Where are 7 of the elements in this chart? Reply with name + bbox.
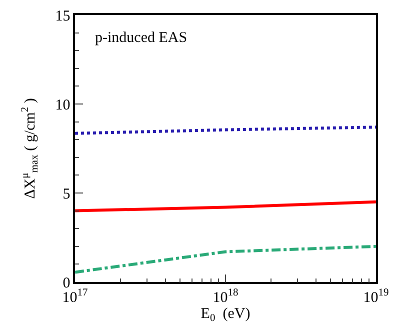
y-tick-label: 5 <box>62 186 70 202</box>
y-tick-label: 15 <box>55 8 70 24</box>
x-axis-title: E$_{0}$ (eV) <box>200 306 250 324</box>
x-tick-label: 10$^{19}$ <box>363 287 389 306</box>
y-tick-label: 10 <box>55 97 70 114</box>
x-tick-label: 10$^{18}$ <box>212 287 238 306</box>
annotation: p-induced EAS <box>95 30 188 46</box>
